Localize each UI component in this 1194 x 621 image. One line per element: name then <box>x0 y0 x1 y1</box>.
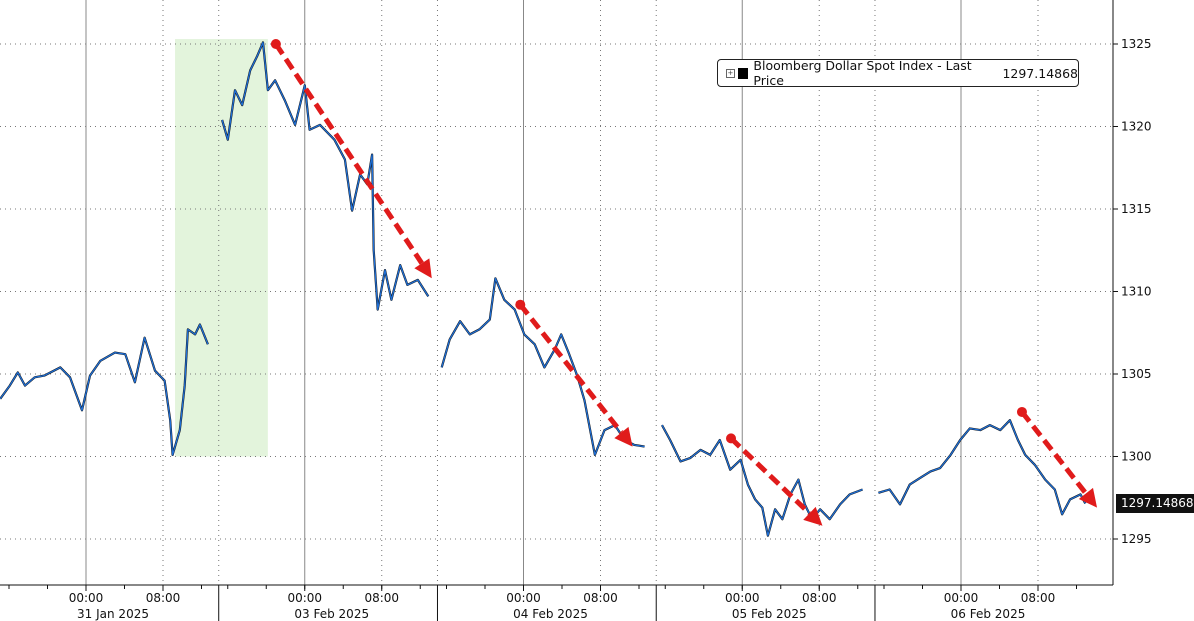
price-line <box>441 277 645 456</box>
arrow-head <box>614 426 633 447</box>
y-tick-label: 1310 <box>1121 285 1152 299</box>
expand-icon[interactable]: + <box>726 68 735 78</box>
y-tick-label: 1300 <box>1121 450 1152 464</box>
x-tick-label: 00:00 <box>287 591 322 605</box>
price-line <box>0 323 209 456</box>
x-session-label: 06 Feb 2025 <box>951 607 1026 621</box>
highlight-region <box>175 39 268 457</box>
x-session-label: 31 Jan 2025 <box>77 607 149 621</box>
x-tick-label: 08:00 <box>583 591 618 605</box>
annotation-arrows-layer <box>270 39 1098 526</box>
arrow-head <box>1078 487 1098 508</box>
x-tick-label: 00:00 <box>725 591 760 605</box>
x-tick-label: 08:00 <box>146 591 181 605</box>
y-tick-label: 1315 <box>1121 202 1152 216</box>
price-line-outline <box>440 277 645 456</box>
price-line-outline <box>661 424 863 537</box>
price-line-outline <box>878 419 1087 516</box>
y-tick-label: 1320 <box>1121 120 1152 134</box>
legend-swatch <box>737 67 749 79</box>
highlight-region-layer <box>175 39 268 457</box>
arrow-head <box>803 506 823 526</box>
y-tick-label: 1325 <box>1121 37 1152 51</box>
arrow-shaft <box>1019 410 1088 496</box>
arrow-shaft <box>729 436 812 516</box>
price-line <box>661 424 863 537</box>
x-tick-label: 08:00 <box>364 591 399 605</box>
arrow-shaft <box>273 42 424 265</box>
y-tick-label: 1305 <box>1121 367 1152 381</box>
x-session-label: 03 Feb 2025 <box>294 607 369 621</box>
x-tick-label: 00:00 <box>69 591 104 605</box>
legend-last-value: 1297.14868 <box>1002 65 1079 81</box>
arrow-head <box>414 258 432 279</box>
x-session-label: 05 Feb 2025 <box>732 607 807 621</box>
price-line <box>878 419 1086 515</box>
series-layer <box>0 41 1087 537</box>
axes-layer: 1295 1300 1305 1310 1315 1320 1325 00:00 08:00 31… <box>0 0 1152 621</box>
x-tick-label: 00:00 <box>944 591 979 605</box>
x-session-label: 04 Feb 2025 <box>513 607 588 621</box>
last-price-label: 1297.14868 <box>1116 494 1194 513</box>
x-tick-label: 08:00 <box>802 591 837 605</box>
arrow-shaft <box>518 303 624 435</box>
x-tick-label: 00:00 <box>506 591 541 605</box>
legend: + Bloomberg Dollar Spot Index - Last Pri… <box>717 58 1079 88</box>
x-tick-label: 08:00 <box>1021 591 1056 605</box>
legend-series-name: Bloomberg Dollar Spot Index - Last Price <box>753 58 972 88</box>
y-tick-label: 1295 <box>1121 532 1152 546</box>
price-line <box>221 41 429 311</box>
